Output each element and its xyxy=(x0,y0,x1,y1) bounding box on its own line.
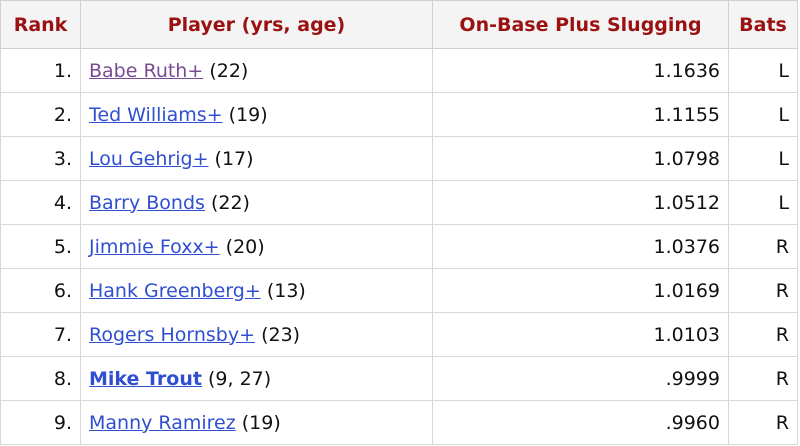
column-header[interactable]: Rank xyxy=(0,0,81,49)
ops-cell: .9960 xyxy=(432,400,729,445)
rank-cell: 8. xyxy=(0,356,81,401)
table-row: 8. Mike Trout (9, 27) .9999 R xyxy=(0,356,798,401)
player-detail: (23) xyxy=(261,323,301,346)
rank-cell: 6. xyxy=(0,268,81,313)
player-detail: (20) xyxy=(225,235,265,258)
player-link[interactable]: Ted Williams+ xyxy=(89,103,223,126)
player-link[interactable]: Manny Ramirez xyxy=(89,411,236,434)
player-cell: Manny Ramirez (19) xyxy=(80,400,433,445)
bats-cell: L xyxy=(728,136,798,181)
player-detail: (13) xyxy=(266,279,306,302)
player-link[interactable]: Jimmie Foxx+ xyxy=(89,235,220,258)
bats-cell: L xyxy=(728,48,798,93)
table-row: 3. Lou Gehrig+ (17) 1.0798 L xyxy=(0,136,798,181)
player-cell: Jimmie Foxx+ (20) xyxy=(80,224,433,269)
table-row: 6. Hank Greenberg+ (13) 1.0169 R xyxy=(0,268,798,313)
player-detail: (19) xyxy=(228,103,268,126)
player-link[interactable]: Barry Bonds xyxy=(89,191,205,214)
rank-cell: 3. xyxy=(0,136,81,181)
table-header: Rank Player (yrs, age) On-Base Plus Sluggi… xyxy=(0,0,798,49)
player-cell: Hank Greenberg+ (13) xyxy=(80,268,433,313)
rank-cell: 5. xyxy=(0,224,81,269)
column-header[interactable]: Bats xyxy=(728,0,798,49)
table-row: 7. Rogers Hornsby+ (23) 1.0103 R xyxy=(0,312,798,357)
player-link[interactable]: Mike Trout xyxy=(89,367,202,390)
table-row: 9. Manny Ramirez (19) .9960 R xyxy=(0,400,798,445)
table-row: 4. Barry Bonds (22) 1.0512 L xyxy=(0,180,798,225)
player-link[interactable]: Hank Greenberg+ xyxy=(89,279,261,302)
ops-cell: 1.1636 xyxy=(432,48,729,93)
player-detail: (17) xyxy=(214,147,254,170)
ops-cell: 1.0512 xyxy=(432,180,729,225)
ops-cell: 1.0103 xyxy=(432,312,729,357)
player-cell: Mike Trout (9, 27) xyxy=(80,356,433,401)
player-cell: Rogers Hornsby+ (23) xyxy=(80,312,433,357)
table-row: 2. Ted Williams+ (19) 1.1155 L xyxy=(0,92,798,137)
bats-cell: R xyxy=(728,356,798,401)
table-body: 1. Babe Ruth+ (22) 1.1636 L 2. Ted Williams+ … xyxy=(0,48,798,445)
header-row: Rank Player (yrs, age) On-Base Plus Sluggi… xyxy=(0,0,798,49)
player-detail: (22) xyxy=(210,191,250,214)
player-cell: Barry Bonds (22) xyxy=(80,180,433,225)
player-detail: (19) xyxy=(241,411,281,434)
rank-cell: 1. xyxy=(0,48,81,93)
bats-cell: L xyxy=(728,92,798,137)
rank-cell: 4. xyxy=(0,180,81,225)
player-detail: (9, 27) xyxy=(208,367,272,390)
column-header[interactable]: Player (yrs, age) xyxy=(80,0,433,49)
rank-cell: 9. xyxy=(0,400,81,445)
player-detail: (22) xyxy=(209,59,249,82)
table-row: 1. Babe Ruth+ (22) 1.1636 L xyxy=(0,48,798,93)
column-header[interactable]: On-Base Plus Slugging xyxy=(432,0,729,49)
bats-cell: L xyxy=(728,180,798,225)
bats-cell: R xyxy=(728,224,798,269)
rank-cell: 7. xyxy=(0,312,81,357)
ops-cell: 1.0169 xyxy=(432,268,729,313)
ops-cell: 1.0798 xyxy=(432,136,729,181)
ops-cell: 1.1155 xyxy=(432,92,729,137)
player-cell: Babe Ruth+ (22) xyxy=(80,48,433,93)
player-link[interactable]: Lou Gehrig+ xyxy=(89,147,209,170)
player-link[interactable]: Rogers Hornsby+ xyxy=(89,323,256,346)
bats-cell: R xyxy=(728,400,798,445)
table-row: 5. Jimmie Foxx+ (20) 1.0376 R xyxy=(0,224,798,269)
player-link[interactable]: Babe Ruth+ xyxy=(89,59,204,82)
ops-cell: .9999 xyxy=(432,356,729,401)
bats-cell: R xyxy=(728,312,798,357)
player-cell: Ted Williams+ (19) xyxy=(80,92,433,137)
player-cell: Lou Gehrig+ (17) xyxy=(80,136,433,181)
ops-cell: 1.0376 xyxy=(432,224,729,269)
bats-cell: R xyxy=(728,268,798,313)
rank-cell: 2. xyxy=(0,92,81,137)
